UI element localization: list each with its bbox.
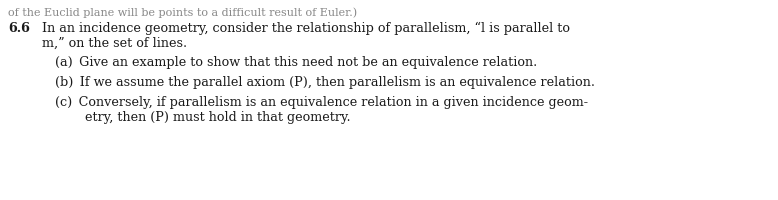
Text: (a) Give an example to show that this need not be an equivalence relation.: (a) Give an example to show that this ne…: [55, 56, 538, 69]
Text: 6.6: 6.6: [8, 22, 30, 35]
Text: etry, then (P) must hold in that geometry.: etry, then (P) must hold in that geometr…: [85, 111, 351, 124]
Text: of the Euclid plane will be points to a difficult result of Euler.): of the Euclid plane will be points to a …: [8, 7, 357, 18]
Text: (b) If we assume the parallel axiom (P), then parallelism is an equivalence rela: (b) If we assume the parallel axiom (P),…: [55, 76, 595, 89]
Text: In an incidence geometry, consider the relationship of parallelism, “l is parall: In an incidence geometry, consider the r…: [42, 22, 570, 35]
Text: m,” on the set of lines.: m,” on the set of lines.: [42, 37, 187, 50]
Text: (c) Conversely, if parallelism is an equivalence relation in a given incidence g: (c) Conversely, if parallelism is an equ…: [55, 96, 588, 109]
